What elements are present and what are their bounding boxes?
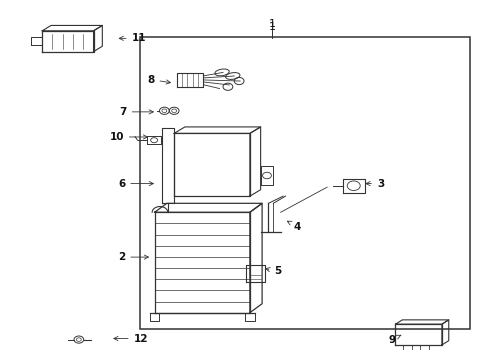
Text: 6: 6 <box>118 179 153 189</box>
Text: 4: 4 <box>287 221 301 231</box>
Text: 11: 11 <box>119 33 146 43</box>
Text: 5: 5 <box>266 266 282 276</box>
Text: 10: 10 <box>109 132 147 142</box>
Text: 3: 3 <box>366 179 384 189</box>
Text: 2: 2 <box>118 252 148 262</box>
Text: 7: 7 <box>120 107 153 117</box>
Text: 8: 8 <box>147 75 171 85</box>
Text: 1: 1 <box>269 19 275 29</box>
Text: 12: 12 <box>114 333 148 343</box>
Text: 1: 1 <box>269 22 275 32</box>
Bar <box>140 37 470 329</box>
Text: 9: 9 <box>389 334 401 345</box>
